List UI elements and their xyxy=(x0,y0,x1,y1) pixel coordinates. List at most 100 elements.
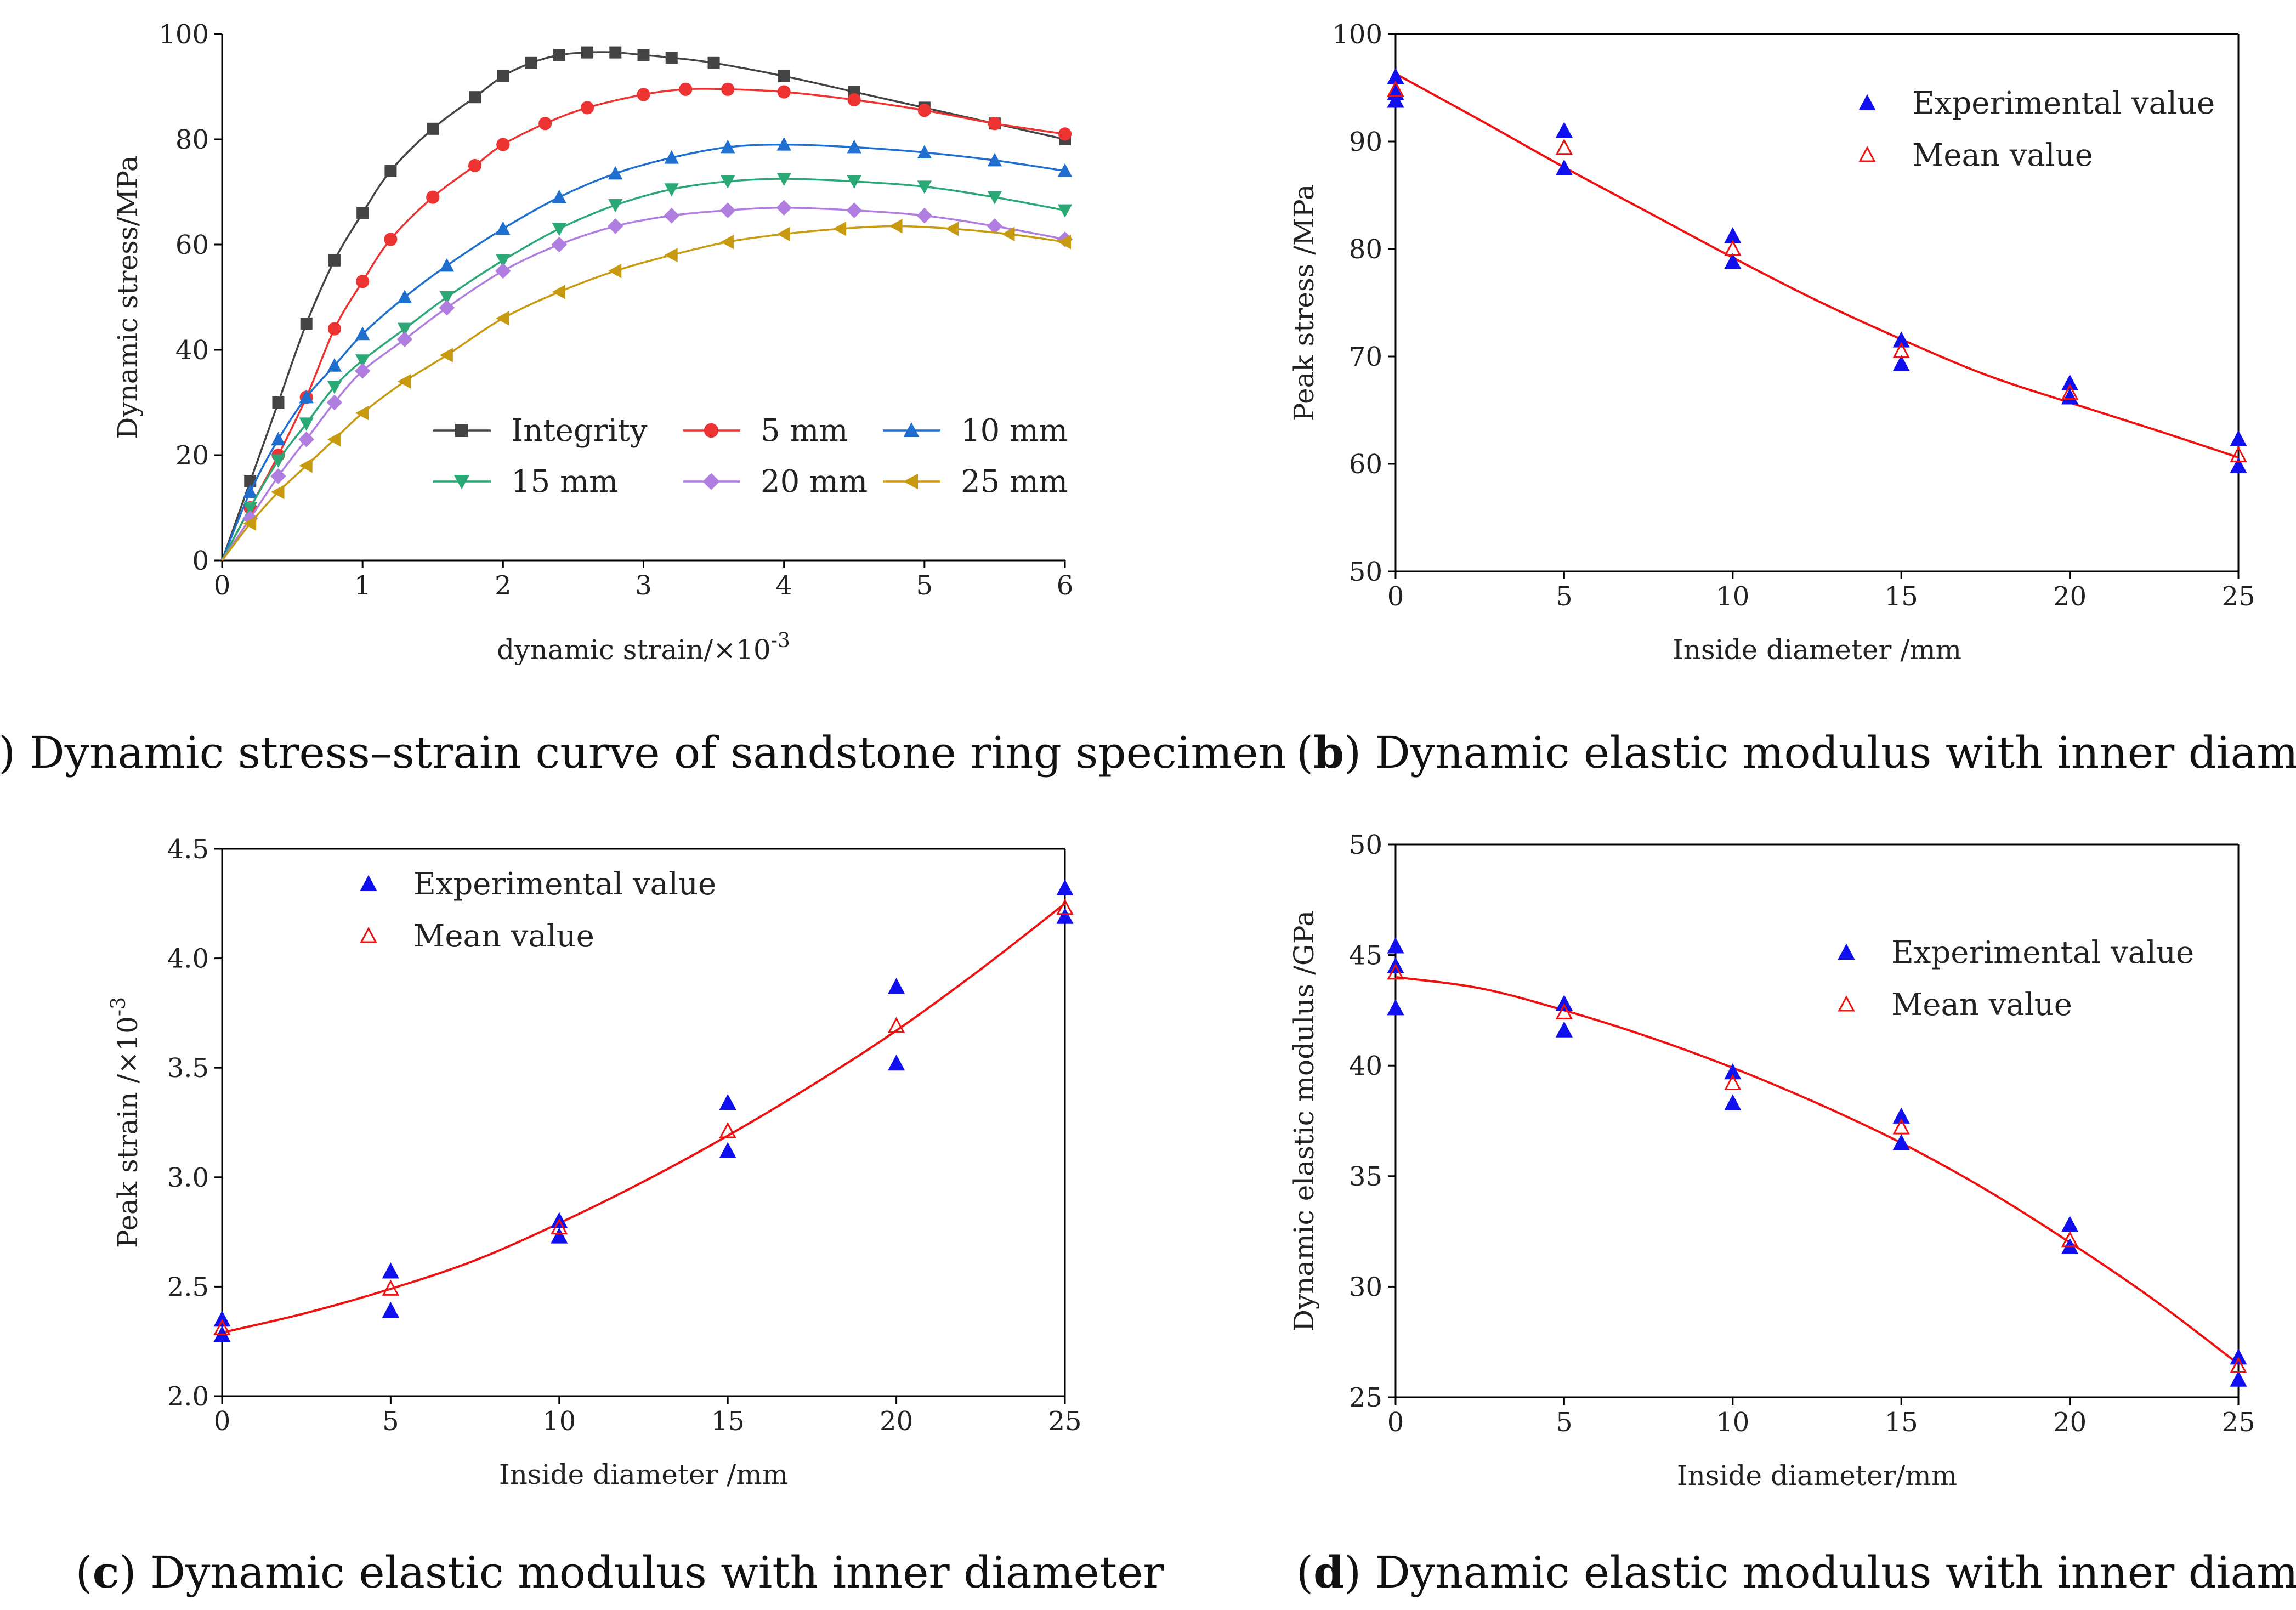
legend-experimental-marker xyxy=(360,875,377,891)
y-tick-label: 70 xyxy=(1349,342,1382,372)
x-tick-label: 10 xyxy=(542,1406,576,1437)
data-point xyxy=(580,101,594,115)
data-point xyxy=(243,484,258,498)
x-tick-label: 20 xyxy=(2053,1407,2087,1438)
panel-caption-letter: b xyxy=(1313,727,1344,778)
experimental-point xyxy=(382,1302,399,1318)
x-tick-label: 0 xyxy=(1387,1407,1404,1438)
mean-point xyxy=(2061,1231,2079,1248)
data-point xyxy=(327,432,341,447)
data-point xyxy=(552,223,566,236)
mean-point xyxy=(1724,240,1742,256)
data-point xyxy=(987,152,1002,167)
mean-point xyxy=(1892,1118,1910,1135)
data-point xyxy=(1058,127,1072,141)
data-point xyxy=(271,454,286,468)
y-axis-label-sup: -3 xyxy=(107,997,130,1016)
experimental-point xyxy=(2230,457,2247,473)
x-tick-label: 0 xyxy=(1387,581,1404,612)
experimental-point xyxy=(382,1262,399,1279)
data-point xyxy=(384,165,397,177)
experimental-point xyxy=(1555,1021,1573,1038)
legend-mean-marker xyxy=(360,927,377,943)
panel-b-peak-stress: 0 5 10 15 20 25 50 60 70 80 90 100 Inside diameter /… xyxy=(1288,19,2296,778)
data-point xyxy=(299,389,314,404)
data-point xyxy=(719,202,736,218)
mean-point xyxy=(2061,383,2079,400)
y-tick-label: 50 xyxy=(1349,830,1382,860)
panel-caption-text: Dynamic elastic modulus with inner diame… xyxy=(1361,727,2296,778)
data-point xyxy=(496,311,509,326)
data-point xyxy=(776,200,792,216)
data-point xyxy=(300,318,313,330)
x-tick-label: 4 xyxy=(775,570,792,601)
experimental-point xyxy=(719,1142,736,1158)
data-point xyxy=(917,145,932,158)
y-axis-label: Peak stress /MPa xyxy=(1288,184,1320,422)
experimental-point xyxy=(1387,937,1404,954)
data-point xyxy=(427,122,439,135)
data-point xyxy=(988,117,1002,131)
mean-point xyxy=(1387,80,1404,97)
data-point xyxy=(664,248,678,263)
x-tick-label: 10 xyxy=(1716,581,1749,612)
legend-label: Mean value xyxy=(413,919,594,954)
legend-experimental-marker xyxy=(1838,943,1855,960)
mean-point xyxy=(1724,1074,1742,1090)
experimental-point xyxy=(1892,1107,1910,1124)
x-tick-label: 5 xyxy=(916,570,933,601)
data-point xyxy=(847,93,861,107)
data-point xyxy=(328,254,341,267)
mean-point xyxy=(551,1218,568,1235)
data-point xyxy=(397,290,412,303)
y-tick-label: 4.5 xyxy=(167,834,209,865)
y-tick-label: 50 xyxy=(1349,557,1382,587)
data-point xyxy=(665,52,678,64)
experimental-point xyxy=(1892,331,1910,348)
data-point xyxy=(243,502,258,515)
mean-point xyxy=(2230,446,2247,462)
data-point xyxy=(721,175,735,189)
y-axis-label: Peak strain /×10-3 xyxy=(107,997,144,1248)
data-point xyxy=(778,70,790,82)
y-tick-label: 35 xyxy=(1349,1161,1382,1192)
experimental-point xyxy=(1056,879,1074,895)
data-point xyxy=(426,190,440,204)
x-tick-label: 20 xyxy=(880,1406,913,1437)
legend-label: Mean value xyxy=(1912,138,2093,173)
x-axis-label: Inside diameter /mm xyxy=(499,1459,788,1490)
data-point xyxy=(776,226,790,241)
data-point xyxy=(776,137,791,151)
data-point xyxy=(721,139,735,154)
data-point xyxy=(497,70,509,82)
legend-marker xyxy=(903,473,918,490)
experimental-point xyxy=(1892,1134,1910,1150)
experimental-point xyxy=(1555,122,1573,138)
data-point xyxy=(299,417,314,431)
experimental-point xyxy=(1724,253,1742,269)
data-point xyxy=(1057,235,1071,250)
x-axis-label: Inside diameter /mm xyxy=(1673,634,1961,666)
legend-marker xyxy=(702,473,720,490)
experimental-point xyxy=(1724,1094,1742,1110)
panel-caption-text: Dynamic elastic modulus with inner diame… xyxy=(137,1547,1165,1598)
data-point xyxy=(637,88,650,101)
panel-d-elastic-modulus: 0 5 10 15 20 25 25 30 35 40 45 50 Inside diameter/mm… xyxy=(1288,830,2296,1598)
mean-point xyxy=(1387,963,1404,980)
x-tick-label: 15 xyxy=(1885,1407,1918,1438)
data-point xyxy=(707,56,720,69)
experimental-point xyxy=(719,1093,736,1110)
experimental-point xyxy=(213,1311,231,1327)
data-point xyxy=(916,207,933,224)
data-point xyxy=(356,275,370,288)
data-point xyxy=(439,299,455,316)
data-point xyxy=(987,191,1002,205)
experimental-point xyxy=(1724,227,1742,243)
mean-point xyxy=(1892,342,1910,358)
data-point xyxy=(721,235,734,250)
data-point xyxy=(847,175,861,189)
mean-point xyxy=(213,1319,231,1335)
panel-caption-close: ) xyxy=(1344,727,1361,778)
